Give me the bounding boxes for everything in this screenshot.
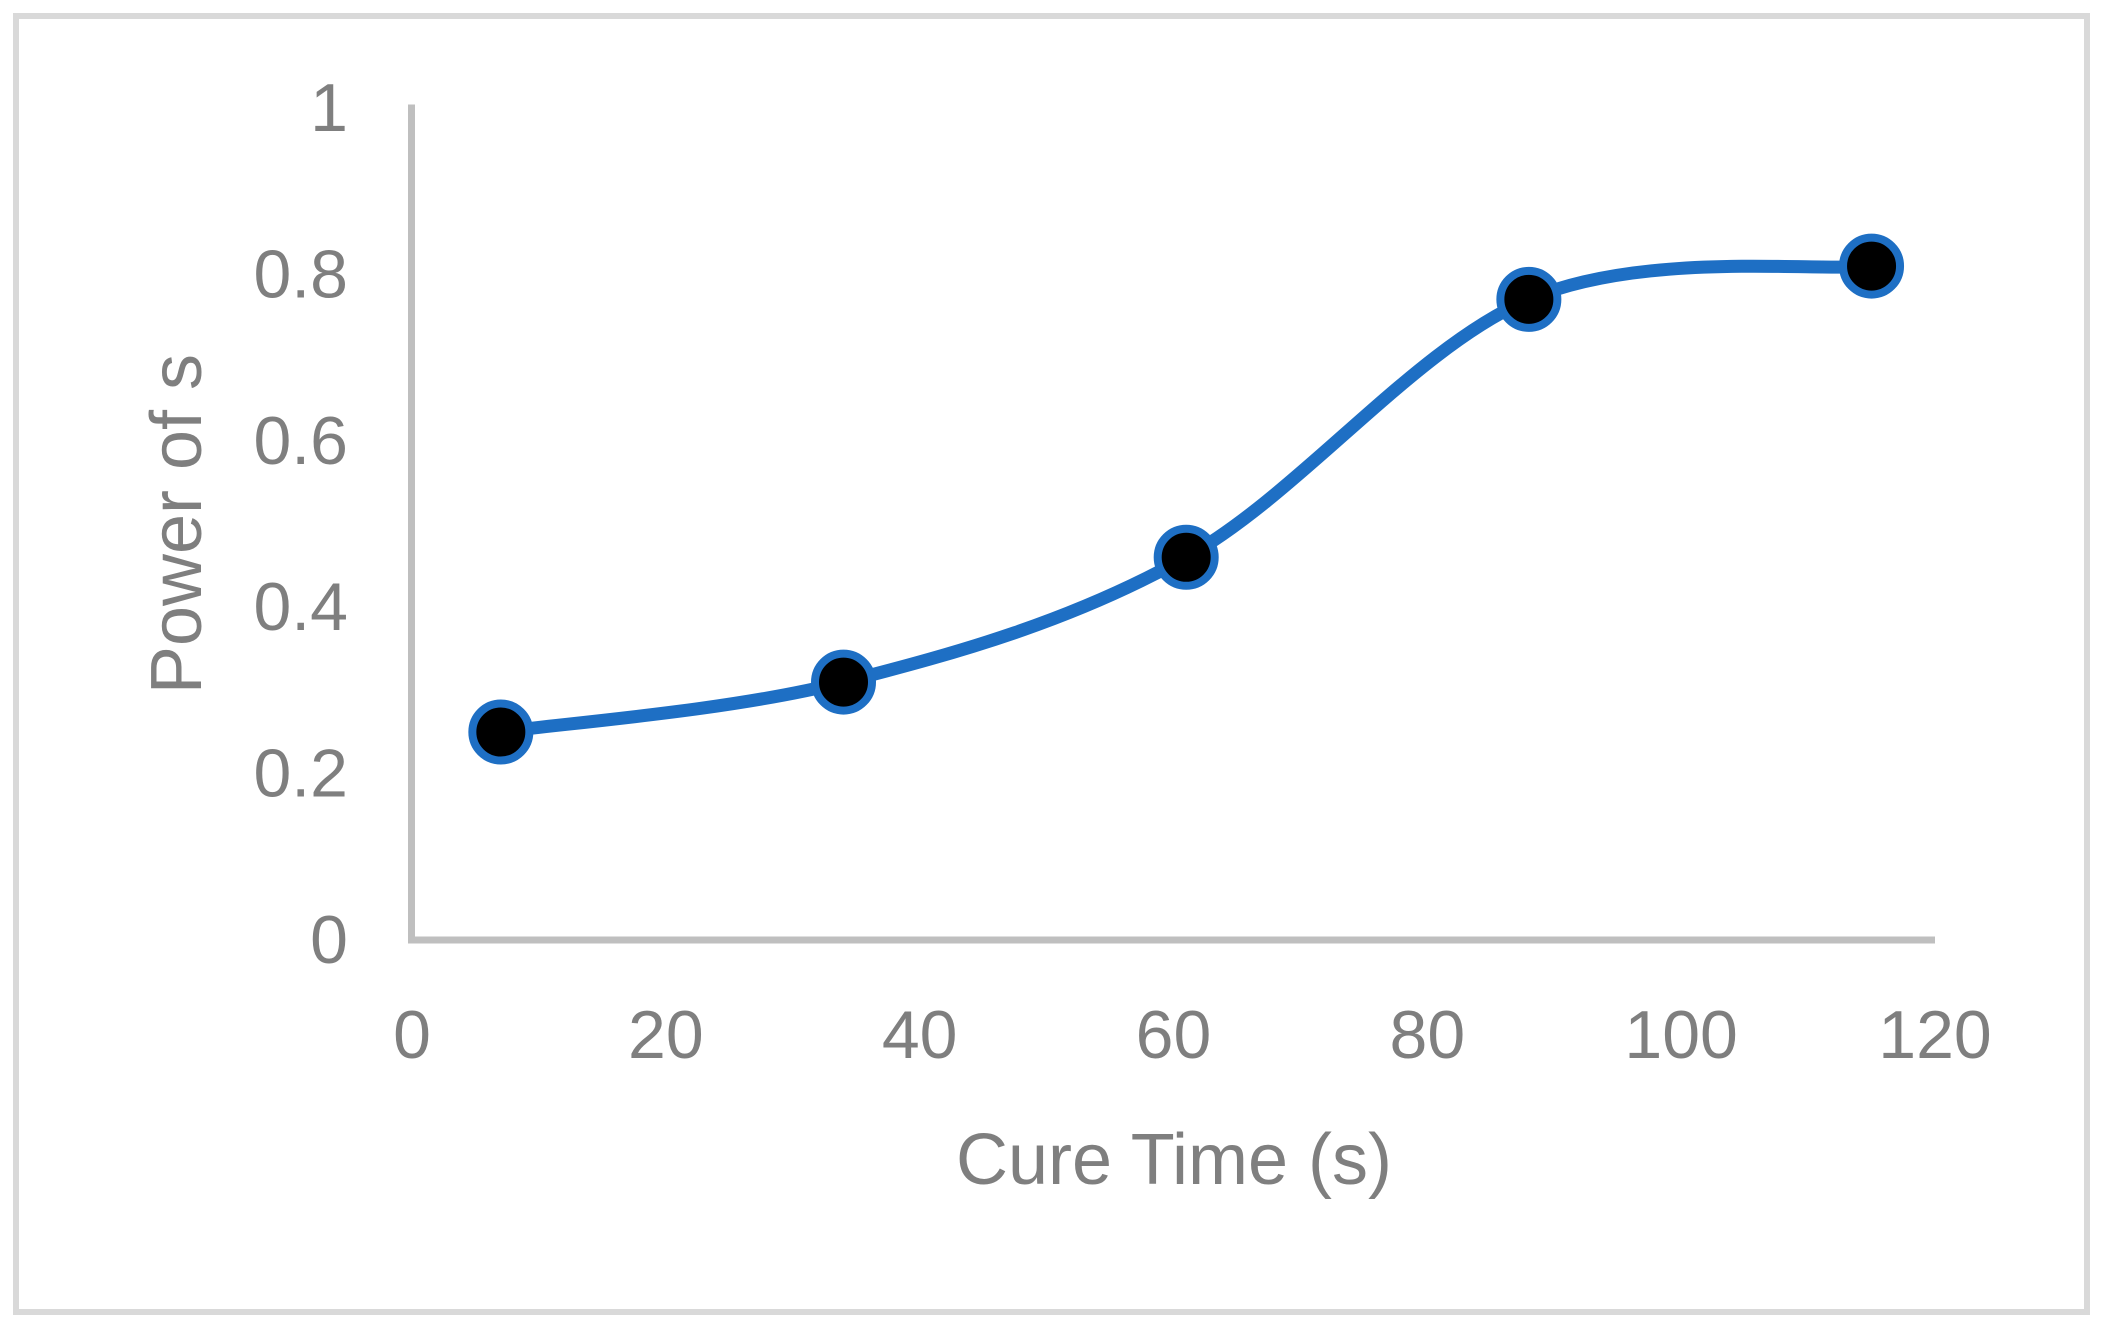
y-tick-label: 0.4: [253, 569, 348, 645]
y-tick-label: 1: [310, 70, 348, 146]
data-point: [1496, 266, 1562, 332]
x-tick-label: 60: [1136, 997, 1212, 1073]
x-axis-title: Cure Time (s): [956, 1120, 1392, 1200]
x-tick-label: 100: [1624, 997, 1737, 1073]
y-tick-label: 0.6: [253, 403, 348, 479]
y-axis-title: Power of s: [137, 354, 217, 694]
y-tick-label: 0.2: [253, 736, 348, 812]
x-tick-label: 20: [628, 997, 704, 1073]
data-point: [468, 699, 534, 765]
figure-border: [13, 13, 2090, 1315]
series-line: [494, 259, 1879, 739]
y-tick-label: 0.8: [253, 236, 348, 312]
x-tick-label: 120: [1878, 997, 1991, 1073]
data-point: [1153, 524, 1219, 590]
data-point-markers: [468, 233, 1905, 765]
x-axis-tick-labels: 0 20 40 60 80 100 120: [393, 997, 1992, 1073]
y-tick-label: 0: [310, 902, 348, 978]
x-tick-label: 80: [1390, 997, 1466, 1073]
data-point: [811, 649, 877, 715]
data-point: [1839, 233, 1905, 299]
x-tick-label: 0: [393, 997, 431, 1073]
x-tick-label: 40: [882, 997, 958, 1073]
y-axis-tick-labels: 0 0.2 0.4 0.6 0.8 1: [253, 70, 348, 978]
